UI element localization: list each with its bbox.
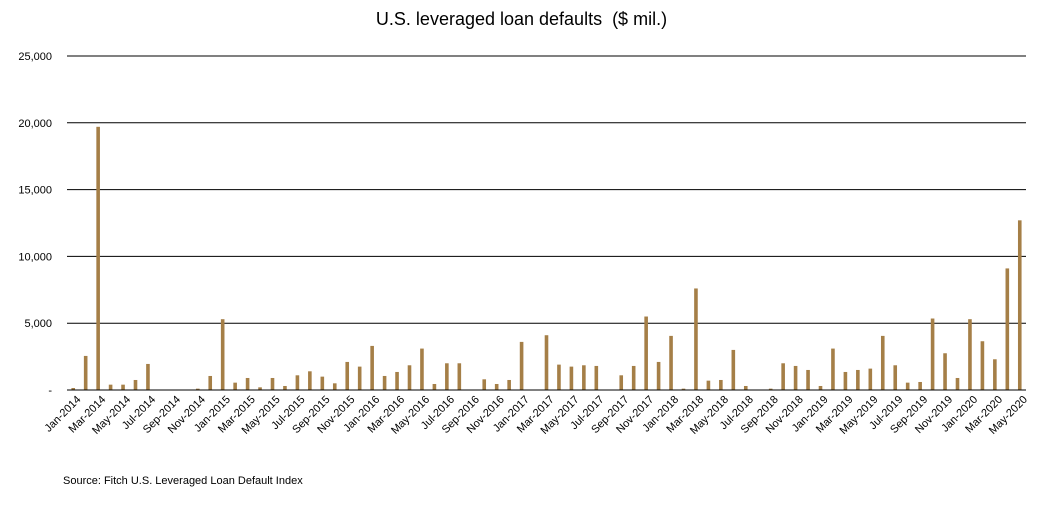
bar-jul-2019: [893, 365, 898, 390]
bar-oct-2019: [930, 318, 935, 390]
bar-jan-2019: [818, 385, 823, 390]
y-tick-label: -: [48, 385, 52, 397]
bar-nov-2018: [793, 365, 798, 390]
bar-sep-2019: [918, 381, 922, 390]
bar-jan-2020: [968, 319, 972, 390]
bar-nov-2019: [943, 353, 947, 390]
bar-jan-2016: [370, 345, 374, 390]
bar-dec-2017: [656, 361, 661, 390]
gridlines: [67, 55, 1026, 324]
bar-apr-2020: [1005, 268, 1010, 390]
y-tick-label: 20,000: [18, 118, 52, 130]
y-tick-label: 10,000: [18, 251, 52, 263]
y-axis-tick-labels: - 5,000 10,000 15,000 20,000 25,000: [18, 51, 52, 397]
bar-feb-2019: [831, 348, 835, 390]
bar-may-2015: [270, 377, 275, 390]
bar-nov-2017: [644, 316, 648, 390]
bar-jul-2017: [594, 365, 599, 390]
bar-sep-2015: [320, 376, 325, 390]
bar-aug-2015: [308, 371, 312, 390]
bar-nov-2015: [345, 361, 350, 390]
bar-may-2016: [420, 348, 424, 390]
bar-oct-2017: [631, 365, 636, 390]
bar-apr-2018: [706, 380, 711, 390]
bar-aug-2019: [905, 382, 910, 390]
bar-may-2018: [719, 379, 723, 390]
bar-dec-2019: [955, 377, 960, 390]
bar-may-2017: [569, 366, 574, 390]
bar-may-2014: [121, 384, 125, 390]
bar-feb-2018: [681, 388, 686, 390]
x-axis-tick-labels: Jan-2014Mar-2014May-2014Jul-2014Sep-2014…: [43, 394, 1030, 437]
bar-mar-2015: [245, 377, 250, 390]
bar-oct-2018: [781, 363, 785, 390]
bar-dec-2014: [208, 375, 213, 390]
y-tick-label: 5,000: [24, 318, 52, 330]
bar-jan-2018: [669, 335, 673, 390]
bar-apr-2015: [258, 387, 262, 390]
bar-apr-2019: [856, 369, 860, 390]
bars: [71, 126, 1022, 390]
bar-dec-2016: [507, 379, 511, 390]
bar-oct-2016: [482, 379, 487, 390]
bar-may-2020: [1017, 220, 1022, 390]
bar-may-2019: [868, 368, 873, 390]
bar-mar-2018: [694, 288, 698, 390]
bar-jul-2018: [743, 385, 748, 390]
bar-nov-2016: [494, 383, 499, 390]
bar-sep-2017: [619, 375, 624, 390]
y-tick-label: 15,000: [18, 185, 52, 197]
y-tick-label: 25,000: [18, 51, 52, 63]
bar-mar-2019: [843, 371, 848, 390]
bar-mar-2020: [993, 359, 997, 390]
bar-jan-2017: [519, 341, 524, 390]
bar-feb-2016: [382, 375, 387, 390]
bar-feb-2014: [83, 355, 88, 390]
bar-jul-2014: [146, 363, 150, 390]
bar-oct-2015: [332, 383, 337, 390]
bar-mar-2014: [96, 126, 100, 390]
chart-title: U.S. leveraged loan defaults ($ mil.): [375, 9, 668, 29]
bar-jan-2014: [71, 388, 76, 390]
bar-feb-2020: [980, 341, 985, 390]
bar-aug-2016: [457, 363, 462, 390]
bar-apr-2014: [108, 384, 113, 390]
bar-jan-2015: [220, 319, 225, 390]
bar-mar-2017: [544, 335, 549, 390]
bar-jun-2014: [133, 379, 138, 390]
bar-sep-2018: [768, 388, 773, 390]
bar-jun-2016: [432, 383, 437, 390]
bar-jul-2016: [445, 363, 449, 390]
bar-mar-2016: [395, 371, 399, 390]
bar-jun-2017: [582, 365, 586, 390]
bar-jun-2019: [880, 335, 885, 390]
bar-jun-2015: [283, 385, 287, 390]
source-note: Source: Fitch U.S. Leveraged Loan Defaul…: [63, 475, 303, 487]
bar-dec-2018: [806, 369, 810, 390]
bar-apr-2017: [557, 364, 561, 390]
bar-dec-2015: [357, 366, 362, 390]
bar-jul-2015: [295, 375, 300, 390]
bar-jun-2018: [731, 349, 736, 390]
bar-apr-2016: [407, 365, 412, 390]
bar-feb-2015: [233, 382, 237, 390]
bar-nov-2014: [195, 388, 200, 390]
